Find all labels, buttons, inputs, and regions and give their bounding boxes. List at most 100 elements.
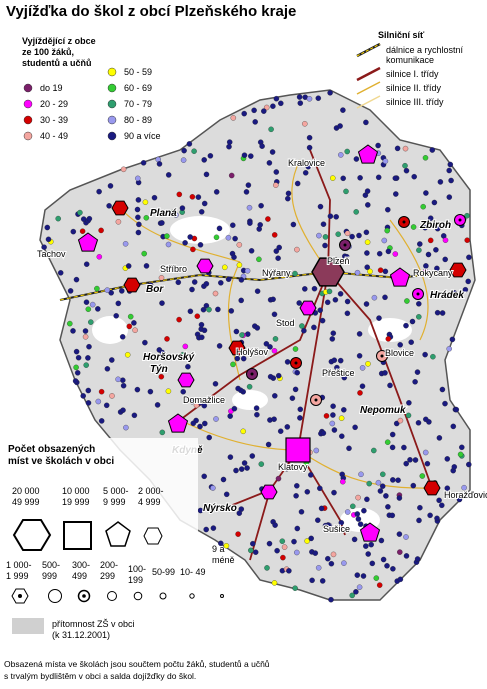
municipality-dot bbox=[216, 343, 223, 349]
municipality-dot bbox=[85, 306, 92, 312]
municipality-dot bbox=[135, 175, 141, 182]
size-label: 199 bbox=[128, 575, 143, 585]
municipality-dot bbox=[55, 215, 61, 222]
place-label: Přeštice bbox=[322, 368, 355, 378]
municipality-dot bbox=[339, 433, 345, 439]
municipality-dot bbox=[89, 301, 96, 308]
municipality-dot bbox=[199, 334, 205, 341]
municipality-dot bbox=[222, 264, 228, 271]
place-label: Nýřany bbox=[262, 268, 291, 278]
municipality-dot bbox=[382, 158, 389, 164]
municipality-dot bbox=[201, 402, 208, 409]
municipality-dot bbox=[235, 385, 241, 392]
municipality-dot bbox=[259, 143, 265, 149]
school-swatch bbox=[12, 618, 44, 634]
municipality-dot bbox=[355, 494, 361, 501]
municipality-dot bbox=[384, 563, 390, 569]
municipality-dot bbox=[280, 554, 286, 561]
municipality-dot bbox=[151, 194, 158, 201]
municipality-dot bbox=[241, 152, 248, 158]
municipality-dot bbox=[164, 233, 170, 239]
place-label: Nepomuk bbox=[360, 405, 406, 416]
municipality-dot bbox=[267, 373, 274, 380]
municipality-dot bbox=[406, 400, 412, 406]
municipality-dot bbox=[385, 336, 392, 342]
municipality-dot bbox=[353, 209, 359, 215]
municipality-dot bbox=[439, 502, 445, 509]
municipality-dot bbox=[216, 225, 223, 232]
municipality-dot bbox=[427, 215, 434, 221]
municipality-dot bbox=[210, 525, 217, 531]
municipality-dot bbox=[195, 194, 202, 200]
legend-swatch bbox=[107, 83, 117, 93]
municipality-dot bbox=[299, 323, 305, 329]
legend-label: dálnice a rychlostní bbox=[386, 45, 464, 55]
municipality-dot bbox=[226, 139, 233, 145]
legend-label: 50 - 59 bbox=[124, 67, 152, 77]
municipality-dot bbox=[85, 400, 92, 406]
municipality-dot bbox=[109, 393, 115, 399]
municipality-dot bbox=[200, 306, 207, 313]
municipality-dot bbox=[354, 511, 361, 517]
municipality-dot bbox=[333, 214, 339, 220]
town-symbol bbox=[196, 258, 214, 274]
municipality-dot bbox=[338, 152, 344, 158]
municipality-dot bbox=[308, 535, 314, 542]
municipality-dot bbox=[182, 343, 189, 350]
municipality-dot bbox=[297, 415, 303, 421]
municipality-dot bbox=[338, 519, 345, 526]
legend-label: 60 - 69 bbox=[124, 83, 152, 93]
municipality-dot bbox=[285, 190, 292, 197]
municipality-dot bbox=[444, 485, 451, 491]
municipality-dot bbox=[383, 493, 389, 499]
municipality-dot bbox=[382, 268, 389, 275]
municipality-dot bbox=[416, 314, 422, 320]
municipality-dot bbox=[341, 374, 348, 381]
municipality-dot bbox=[261, 108, 267, 114]
municipality-dot bbox=[464, 237, 470, 243]
municipality-dot bbox=[330, 330, 337, 336]
size-symbol bbox=[133, 591, 143, 601]
municipality-dot bbox=[363, 301, 370, 307]
town-symbol bbox=[314, 398, 318, 402]
place-label: Plzeň bbox=[327, 256, 350, 266]
municipality-dot bbox=[292, 585, 298, 591]
municipality-dot bbox=[203, 302, 210, 309]
municipality-dot bbox=[350, 503, 356, 510]
town-symbol bbox=[449, 262, 467, 278]
municipality-dot bbox=[380, 471, 386, 478]
size-label: méně bbox=[212, 555, 235, 565]
place-label: Horšovský bbox=[143, 352, 195, 363]
municipality-dot bbox=[197, 242, 204, 248]
municipality-dot bbox=[363, 229, 370, 236]
municipality-dot bbox=[165, 241, 172, 248]
town-symbol bbox=[250, 372, 254, 376]
municipality-dot bbox=[244, 268, 251, 274]
municipality-dot bbox=[464, 212, 470, 219]
municipality-dot bbox=[135, 197, 142, 203]
municipality-dot bbox=[109, 357, 115, 363]
municipality-dot bbox=[266, 540, 273, 547]
municipality-dot bbox=[294, 180, 301, 187]
municipality-dot bbox=[361, 507, 367, 514]
size-label: 999 bbox=[42, 571, 57, 581]
municipality-dot bbox=[401, 444, 407, 451]
municipality-dot bbox=[238, 277, 245, 283]
municipality-dot bbox=[254, 325, 261, 331]
municipality-dot bbox=[355, 516, 362, 522]
municipality-dot bbox=[297, 406, 304, 413]
municipality-dot bbox=[120, 382, 127, 389]
municipality-dot bbox=[344, 509, 351, 515]
town-symbol bbox=[260, 484, 278, 500]
municipality-dot bbox=[356, 232, 362, 239]
municipality-dot bbox=[328, 560, 335, 567]
municipality-dot bbox=[403, 553, 410, 559]
legend-title: studentů a učňů bbox=[22, 58, 92, 68]
municipality-dot bbox=[462, 286, 469, 293]
municipality-dot bbox=[132, 327, 138, 333]
municipality-dot bbox=[311, 285, 318, 292]
road-swatch bbox=[356, 66, 381, 82]
municipality-dot bbox=[304, 489, 311, 495]
town-symbol bbox=[299, 300, 317, 316]
legend-title: Silniční síť bbox=[378, 30, 425, 40]
